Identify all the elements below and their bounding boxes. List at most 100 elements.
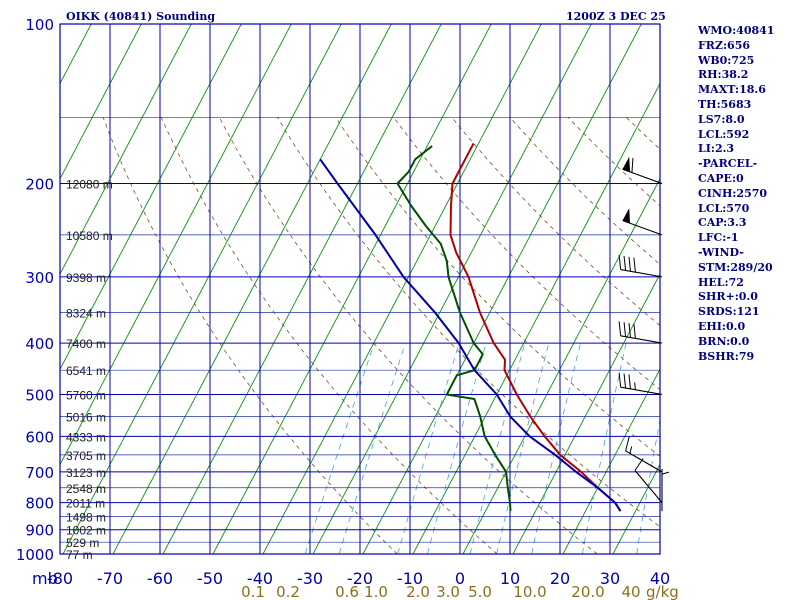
mixing-ratio-line xyxy=(304,342,375,554)
temperature-tick-label: 0 xyxy=(455,569,465,588)
index-item: -WIND- xyxy=(698,245,744,259)
isotherm-line xyxy=(112,24,392,554)
index-item: WB0:725 xyxy=(698,53,755,67)
mixing-ratio-label: 40 xyxy=(621,583,640,600)
height-label: 10580 m xyxy=(66,229,113,243)
height-label: 5016 m xyxy=(66,410,106,424)
pressure-tick-label: 700 xyxy=(25,464,54,482)
dry-adiabat xyxy=(277,117,660,528)
mixing-ratio-label: 5.0 xyxy=(468,583,492,600)
index-item: TH:5683 xyxy=(698,97,752,111)
isotherm-line xyxy=(60,24,242,371)
stability-indices-panel: WMO:40841 FRZ:656 WB0:725 RH:38.2 MAXT:18.6 T… xyxy=(698,24,798,364)
temperature-tick-label: -70 xyxy=(97,569,123,588)
mixing-ratio-label: 0.6 xyxy=(335,583,359,600)
height-label: 3123 m xyxy=(66,466,106,480)
isotherm-line xyxy=(512,273,660,554)
profile-lines xyxy=(319,142,622,512)
index-item: LS7:8.0 xyxy=(698,112,745,126)
mixing-ratio-line xyxy=(694,343,726,554)
isotherm-line xyxy=(262,24,542,554)
height-label: 1498 m xyxy=(66,511,106,525)
pressure-tick-label: 800 xyxy=(25,495,54,513)
index-item: RH:38.2 xyxy=(698,68,749,82)
temperature-tick-label: -50 xyxy=(197,569,223,588)
index-item: LFC:-1 xyxy=(698,231,739,245)
index-item: LCL:570 xyxy=(698,201,750,215)
mixing-ratio-label: 2.0 xyxy=(406,583,430,600)
mixing-ratio-label: 1.0 xyxy=(364,583,388,600)
temperature-tick-label: 40 xyxy=(650,569,670,588)
isotherm-line xyxy=(62,24,342,554)
height-label: 8324 m xyxy=(66,306,106,320)
height-label: 2548 m xyxy=(66,482,106,496)
parcel-line xyxy=(319,158,622,512)
height-label: 4333 m xyxy=(66,430,106,444)
dry-adiabat xyxy=(451,117,660,327)
isotherm-line xyxy=(162,24,442,554)
isotherm-line xyxy=(60,24,292,466)
temperature-line xyxy=(449,142,622,512)
pressure-tick-label: 400 xyxy=(25,335,54,353)
mixing-ratio-unit-label: g/kg xyxy=(646,583,679,600)
height-label: 77 m xyxy=(66,548,93,562)
mixing-ratio-label: 0.2 xyxy=(276,583,300,600)
wind-barbs xyxy=(618,156,670,512)
isotherm-line xyxy=(362,24,642,554)
index-item: EHI:0.0 xyxy=(698,319,746,333)
index-item: BRN:0.0 xyxy=(698,334,750,348)
background-lines xyxy=(60,24,726,554)
mixing-ratio-line xyxy=(338,342,406,554)
plot-frame xyxy=(59,23,661,555)
wind-barb xyxy=(622,208,663,236)
height-label: 12080 m xyxy=(66,178,113,192)
temperature-tick-label: -80 xyxy=(47,569,73,588)
pressure-unit-label: mb xyxy=(32,569,58,588)
pressure-tick-label: 500 xyxy=(25,386,54,404)
index-item: HEL:72 xyxy=(698,275,744,289)
height-label: 6541 m xyxy=(66,364,106,378)
index-item: CAPE:0 xyxy=(698,171,744,185)
dry-adiabat xyxy=(335,117,660,457)
temperature-tick-label: -20 xyxy=(347,569,373,588)
index-item: LI:2.3 xyxy=(698,142,735,156)
temperature-tick-label: 20 xyxy=(550,569,570,588)
wind-barb xyxy=(618,255,663,278)
height-label: 7400 m xyxy=(66,337,106,351)
temperature-tick-label: -30 xyxy=(297,569,323,588)
height-label: 1002 m xyxy=(66,524,106,538)
temperature-tick-label: -60 xyxy=(147,569,173,588)
pressure-tick-label: 200 xyxy=(25,176,54,194)
index-item: MAXT:18.6 xyxy=(698,83,766,97)
pressure-tick-label: 100 xyxy=(25,16,54,34)
index-item: SRDS:121 xyxy=(698,305,760,319)
height-label: 2011 m xyxy=(66,497,105,511)
wind-barb xyxy=(618,321,663,344)
index-item: -PARCEL- xyxy=(698,157,758,171)
temperature-tick-label: -40 xyxy=(247,569,273,588)
mixing-ratio-label: 3.0 xyxy=(436,583,460,600)
pressure-tick-label: 900 xyxy=(25,522,54,540)
isotherm-line xyxy=(212,24,492,554)
isotherm-line xyxy=(612,463,660,554)
chart-title: OIKK (40841) Sounding xyxy=(66,10,216,23)
mixing-ratio-label: 10.0 xyxy=(513,583,546,600)
index-item: CAP:3.3 xyxy=(698,216,747,230)
dry-adiabat xyxy=(102,117,398,554)
temperature-tick-label: 30 xyxy=(600,569,620,588)
index-item: LCL:592 xyxy=(698,127,750,141)
temperature-tick-label: 10 xyxy=(500,569,520,588)
pressure-grid xyxy=(59,23,661,555)
isotherm-line xyxy=(562,368,660,554)
index-item: CINH:2570 xyxy=(698,186,768,200)
dry-adiabat xyxy=(218,117,598,554)
isotherm-line xyxy=(60,24,192,275)
height-label: 5760 m xyxy=(66,388,106,402)
index-item: WMO:40841 xyxy=(698,24,775,37)
wind-barb xyxy=(618,372,663,395)
wind-barb xyxy=(622,156,663,185)
wind-barb xyxy=(661,469,670,512)
mixing-ratio-label: 20.0 xyxy=(571,583,604,600)
